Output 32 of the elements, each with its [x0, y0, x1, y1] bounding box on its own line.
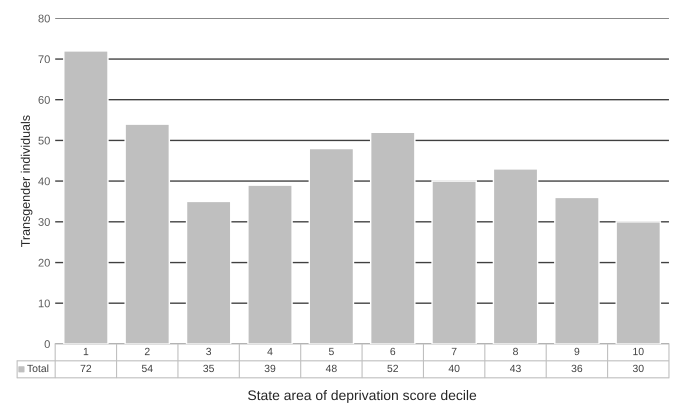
y-tick-label: 40	[38, 177, 50, 186]
y-tick-label: 10	[38, 299, 50, 308]
y-tick-label: 30	[38, 218, 50, 226]
data-label: 43	[510, 364, 521, 372]
y-tick-label: 80	[38, 14, 50, 22]
x-tick-label: 7	[452, 348, 457, 356]
data-label: 40	[448, 364, 460, 372]
x-tick-label: 3	[206, 348, 212, 356]
x-tick-label: 2	[144, 348, 150, 356]
x-tick-label: 5	[328, 348, 334, 356]
data-label: 30	[632, 364, 644, 372]
y-tick-label: 20	[38, 258, 50, 267]
data-label: 35	[203, 364, 214, 372]
y-axis-title: Transgender individuals	[20, 115, 32, 247]
x-tick-label: 9	[574, 348, 580, 356]
data-label: 36	[572, 364, 582, 372]
x-axis-title: State area of deprivation score decile	[248, 390, 476, 403]
x-tick-label: 6	[390, 348, 396, 356]
y-tick-label: 60	[38, 96, 50, 104]
data-label: 52	[387, 364, 398, 372]
data-label: 48	[326, 364, 337, 372]
x-tick-label: 10	[633, 348, 644, 356]
y-tick-label: 50	[38, 136, 50, 145]
x-tick-label: 1	[84, 348, 88, 356]
data-label: 72	[80, 364, 92, 372]
legend-label: Total	[27, 364, 48, 372]
data-label: 54	[142, 364, 153, 372]
x-tick-label: 4	[267, 348, 273, 356]
y-tick-label: 0	[44, 340, 50, 348]
x-tick-label: 8	[513, 348, 518, 356]
data-label: 39	[264, 364, 276, 372]
y-tick-label: 70	[38, 55, 50, 64]
